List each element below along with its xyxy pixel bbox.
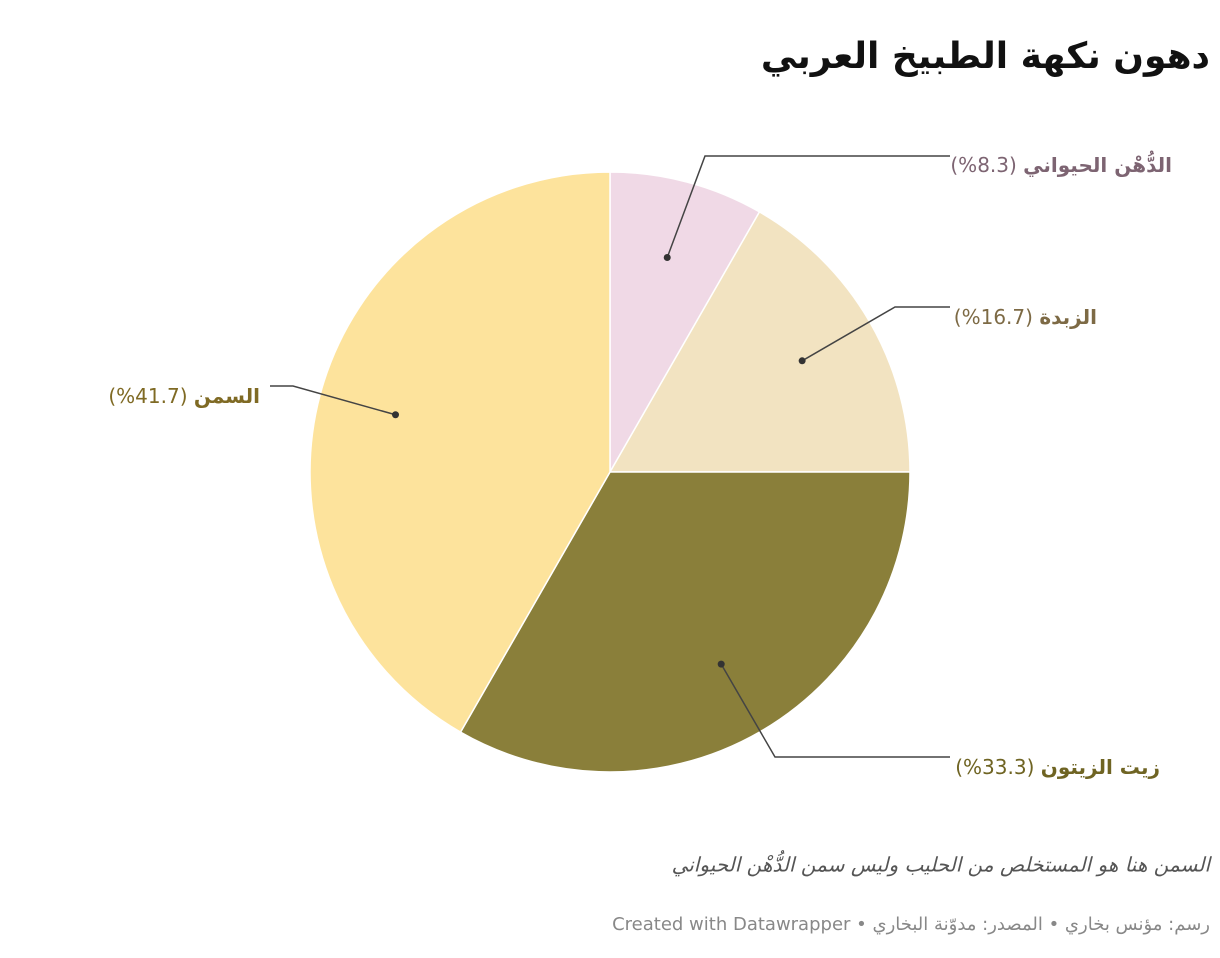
pie-slice (609, 171, 761, 475)
slice-name: الزبدة (1039, 305, 1097, 329)
leader-line (666, 155, 950, 258)
slice-value-label: (8.3%) (950, 153, 1016, 177)
slice-label: زيت الزيتون (33.3%) (955, 755, 1160, 779)
note: السمن هنا هو المستخلص من الحليب وليس سمن… (672, 849, 1213, 876)
slice-value-label: (16.7%) (954, 305, 1033, 329)
pie: الدُّهْن الحيواني (8.3%) الزبدة (16.7%) زي… (108, 149, 1172, 778)
slice-label: الزبدة (16.7%) (954, 305, 1097, 329)
slice-value-label: (33.3%) (955, 755, 1034, 779)
leader-line (720, 663, 950, 758)
leader-dot (717, 660, 725, 668)
pie-slice (309, 171, 611, 734)
chart-title: دهون نكهة الطبيخ العربي (761, 36, 1210, 77)
slice-label: السمن (41.7%) (108, 384, 260, 408)
slice-name: السمن (194, 384, 260, 408)
leader-dot (798, 357, 806, 365)
footer: رسم: مؤنس بخاري • المصدر: مدوّنة البخاري… (612, 914, 1210, 935)
slice-label: الدُّهْن الحيواني (8.3%) (950, 149, 1172, 177)
slice-name: الدُّهْن الحيواني (1023, 149, 1172, 177)
slice-name: زيت الزيتون (1041, 755, 1160, 779)
leader-line (801, 306, 950, 362)
slice-value-label: (41.7%) (108, 384, 187, 408)
leader-dot (663, 254, 671, 262)
leader-line (270, 385, 396, 416)
leader-dot (392, 411, 400, 419)
